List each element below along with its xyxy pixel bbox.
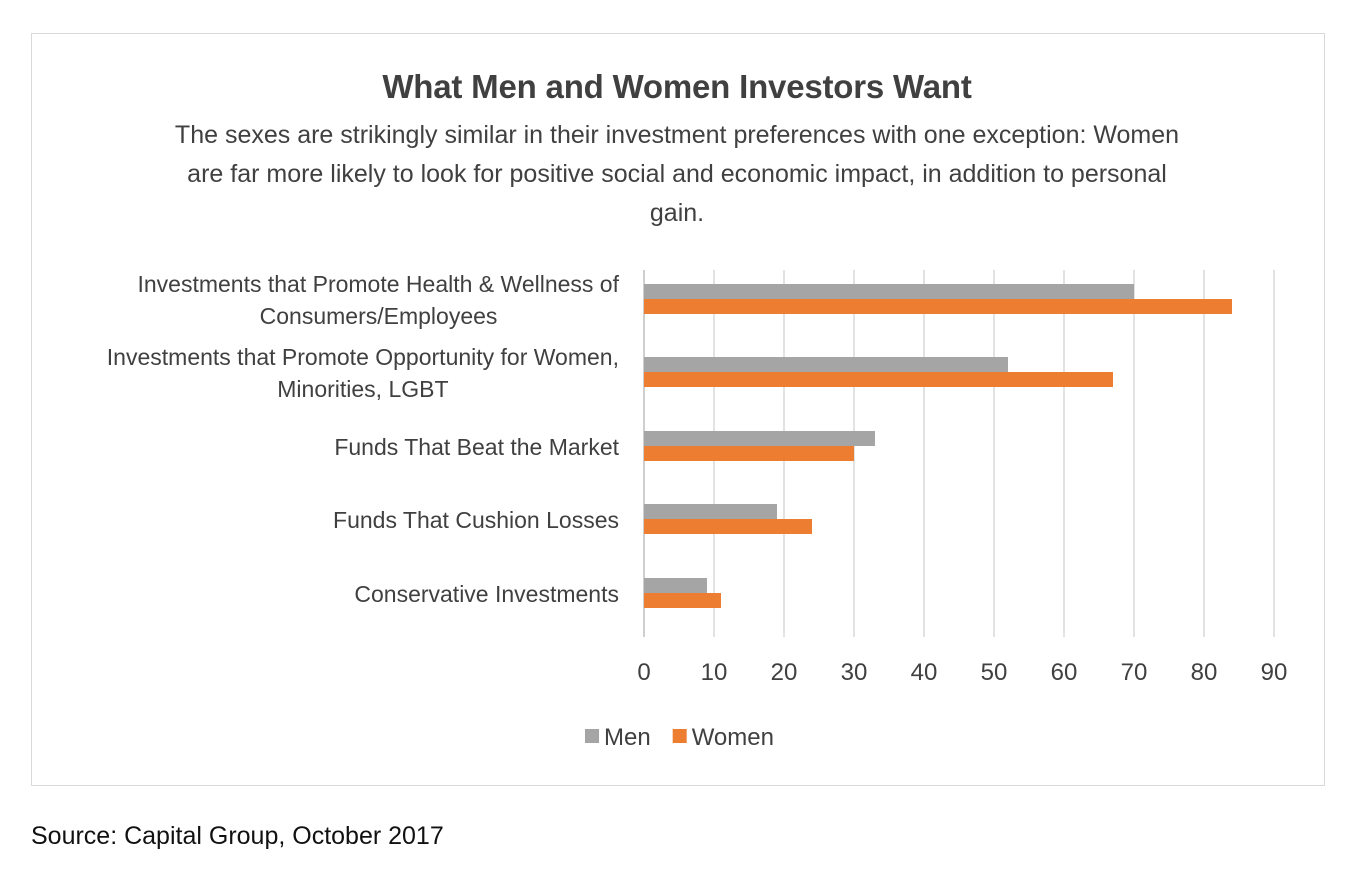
- x-tick-label: 30: [841, 659, 868, 686]
- bar-women: [644, 299, 1232, 314]
- legend-label-men: Men: [604, 724, 651, 751]
- category-label: Minorities, LGBT: [277, 376, 448, 402]
- bar-women: [644, 372, 1113, 387]
- bar-men: [644, 357, 1008, 372]
- bar-men: [644, 578, 707, 593]
- bar-women: [644, 446, 854, 461]
- bar-women: [644, 519, 812, 534]
- legend-swatch-men: [585, 729, 599, 743]
- category-label: Investments that Promote Health & Wellne…: [137, 271, 619, 297]
- chart-frame: [31, 33, 1325, 786]
- category-label: Conservative Investments: [354, 581, 619, 607]
- category-label: Consumers/Employees: [260, 303, 498, 329]
- legend-swatch-women: [672, 729, 687, 743]
- source-note: Source: Capital Group, October 2017: [31, 822, 444, 850]
- chart-subtitle: The sexes are strikingly similar in thei…: [174, 121, 1180, 227]
- x-tick-label: 90: [1261, 659, 1288, 686]
- legend-label-women: Women: [692, 724, 774, 751]
- x-tick-label: 60: [1051, 659, 1078, 686]
- x-tick-label: 0: [637, 659, 650, 686]
- category-label: Funds That Beat the Market: [334, 434, 619, 460]
- category-label: Funds That Cushion Losses: [333, 507, 619, 533]
- x-tick-label: 80: [1191, 659, 1218, 686]
- bar-women: [644, 593, 721, 608]
- category-label: Investments that Promote Opportunity for…: [107, 344, 619, 370]
- bar-men: [644, 431, 875, 446]
- x-tick-label: 40: [911, 659, 938, 686]
- x-tick-label: 20: [771, 659, 798, 686]
- chart-title: What Men and Women Investors Want: [382, 68, 972, 105]
- x-tick-label: 50: [981, 659, 1008, 686]
- x-tick-label: 10: [701, 659, 728, 686]
- x-tick-label: 70: [1121, 659, 1148, 686]
- bar-men: [644, 284, 1134, 299]
- bar-men: [644, 504, 777, 519]
